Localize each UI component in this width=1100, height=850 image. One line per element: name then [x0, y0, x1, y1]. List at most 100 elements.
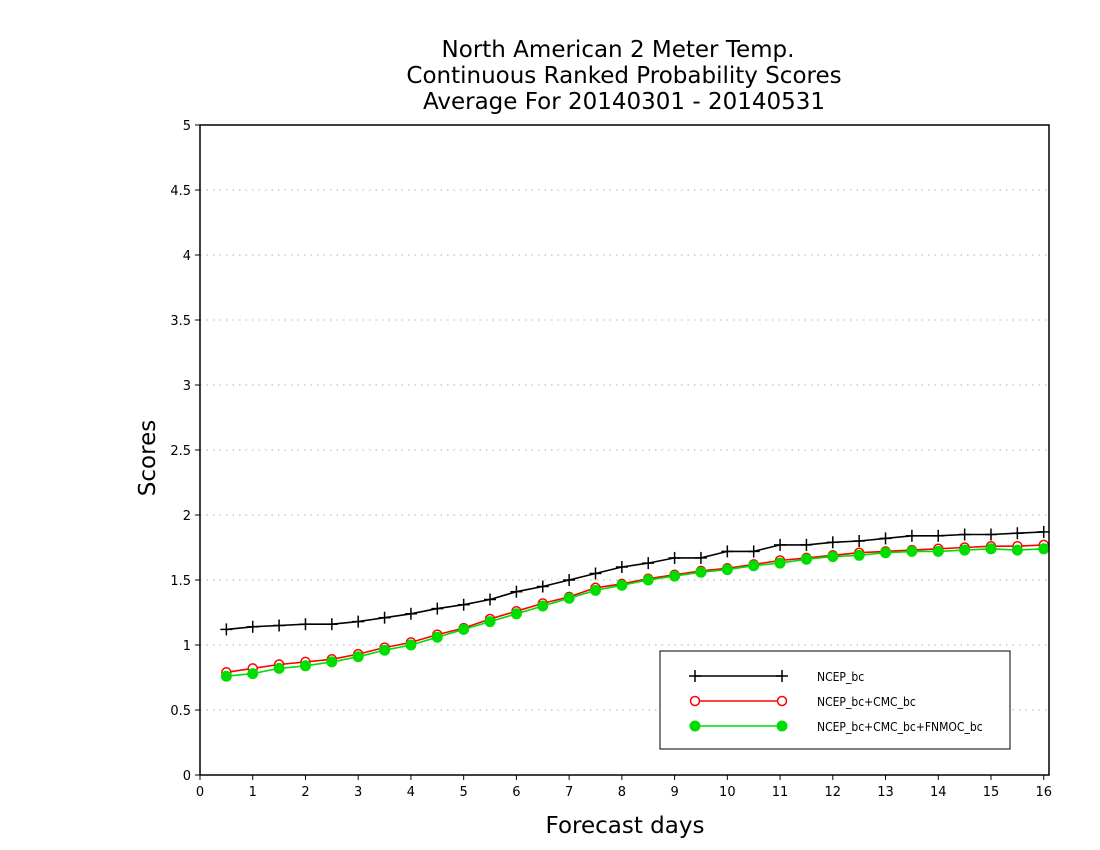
axis-ticks: 00.511.522.533.544.550 1 2 3 4 5 6 7 8 9 10 11 12 13 1…: [170, 119, 1052, 800]
point-marker: [689, 670, 701, 682]
point-marker: [431, 602, 444, 615]
x-tick-label: 4: [407, 785, 415, 800]
point-marker: [220, 670, 232, 682]
gridlines: [200, 189, 1049, 711]
point-marker: [537, 600, 549, 612]
y-tick-label: 5: [183, 119, 191, 134]
point-marker: [853, 535, 866, 547]
point-marker: [774, 538, 787, 551]
point-marker: [1011, 527, 1024, 540]
point-marker: [695, 566, 707, 578]
point-marker: [747, 545, 760, 558]
point-marker: [299, 660, 311, 672]
point-marker: [431, 631, 443, 643]
point-marker: [378, 611, 391, 624]
y-tick-label: 2.5: [170, 444, 191, 459]
point-marker: [379, 644, 391, 656]
point-marker: [1011, 544, 1023, 556]
x-tick-label: 0: [196, 785, 204, 800]
legend-label: NCEP_bc+CMC_bc+FNMOC_bc: [817, 720, 983, 734]
point-marker: [563, 574, 576, 586]
point-marker: [689, 695, 701, 707]
x-tick-label: 11: [772, 785, 789, 800]
point-marker: [484, 616, 496, 628]
x-tick-label: 3: [354, 785, 362, 800]
series-1: [220, 525, 1050, 636]
legend: NCEP_bc NCEP_bc+CMC_bc NCEP_bc+CMC_bc+FNMO…: [659, 650, 1011, 750]
y-tick-label: 2: [183, 509, 191, 524]
point-marker: [352, 651, 364, 663]
point-marker: [800, 538, 813, 551]
point-marker: [352, 615, 365, 628]
series-3: [220, 543, 1050, 682]
point-marker: [959, 544, 971, 556]
x-tick-label: 10: [719, 785, 736, 800]
chart-title-line-3: Average For 20140301 - 20140531: [423, 89, 825, 115]
point-marker: [220, 623, 233, 636]
point-marker: [1037, 525, 1050, 538]
chart-title-line-1: North American 2 Meter Temp.: [442, 37, 795, 63]
x-tick-label: 16: [1035, 785, 1052, 800]
point-marker: [879, 532, 892, 545]
point-marker: [404, 607, 417, 620]
point-marker: [405, 639, 417, 651]
point-marker: [748, 560, 760, 572]
x-tick-label: 14: [930, 785, 947, 800]
point-marker: [776, 670, 788, 682]
point-marker: [774, 557, 786, 569]
point-marker: [932, 545, 944, 557]
y-tick-label: 4: [183, 249, 191, 264]
point-marker: [589, 567, 602, 580]
series-group: [220, 525, 1050, 682]
point-marker: [325, 618, 338, 631]
plot-frame: [199, 124, 1050, 776]
point-marker: [853, 549, 865, 561]
point-marker: [458, 623, 470, 635]
point-marker: [668, 551, 681, 564]
point-marker: [880, 547, 892, 559]
point-marker: [776, 720, 788, 732]
y-axis-label: Scores: [135, 420, 161, 496]
chart-title-line-2: Continuous Ranked Probability Scores: [406, 63, 841, 89]
x-tick-label: 15: [983, 785, 1000, 800]
x-tick-label: 7: [565, 785, 573, 800]
point-marker: [563, 592, 575, 604]
x-tick-label: 8: [618, 785, 626, 800]
point-marker: [958, 528, 971, 541]
x-tick-label: 6: [512, 785, 520, 800]
x-tick-label: 1: [249, 785, 257, 800]
legend-item-2: NCEP_bc+CMC_bc: [689, 695, 916, 709]
legend-label: NCEP_bc+CMC_bc: [817, 695, 916, 709]
point-marker: [642, 557, 655, 570]
point-marker: [247, 668, 259, 680]
point-marker: [484, 593, 497, 606]
y-tick-label: 1: [183, 639, 191, 654]
point-marker: [615, 561, 628, 573]
x-tick-label: 12: [825, 785, 842, 800]
y-tick-label: 1.5: [170, 574, 191, 589]
point-marker: [1038, 543, 1050, 555]
point-marker: [721, 564, 733, 576]
y-tick-label: 3: [183, 379, 191, 394]
point-marker: [932, 529, 945, 542]
point-marker: [589, 584, 601, 596]
x-tick-label: 5: [460, 785, 468, 800]
y-tick-label: 3.5: [170, 314, 191, 329]
point-marker: [536, 580, 549, 593]
x-tick-label: 13: [877, 785, 894, 800]
point-marker: [616, 579, 628, 591]
point-marker: [326, 656, 338, 668]
y-tick-label: 0: [183, 769, 191, 784]
point-marker: [776, 695, 788, 707]
point-marker: [457, 598, 470, 611]
point-marker: [299, 618, 312, 631]
point-marker: [826, 536, 839, 549]
point-marker: [273, 619, 286, 632]
legend-item-1: NCEP_bc: [689, 670, 864, 684]
point-marker: [721, 545, 734, 558]
point-marker: [984, 528, 997, 541]
point-marker: [689, 720, 701, 732]
point-marker: [985, 543, 997, 555]
legend-box: [659, 650, 1011, 750]
